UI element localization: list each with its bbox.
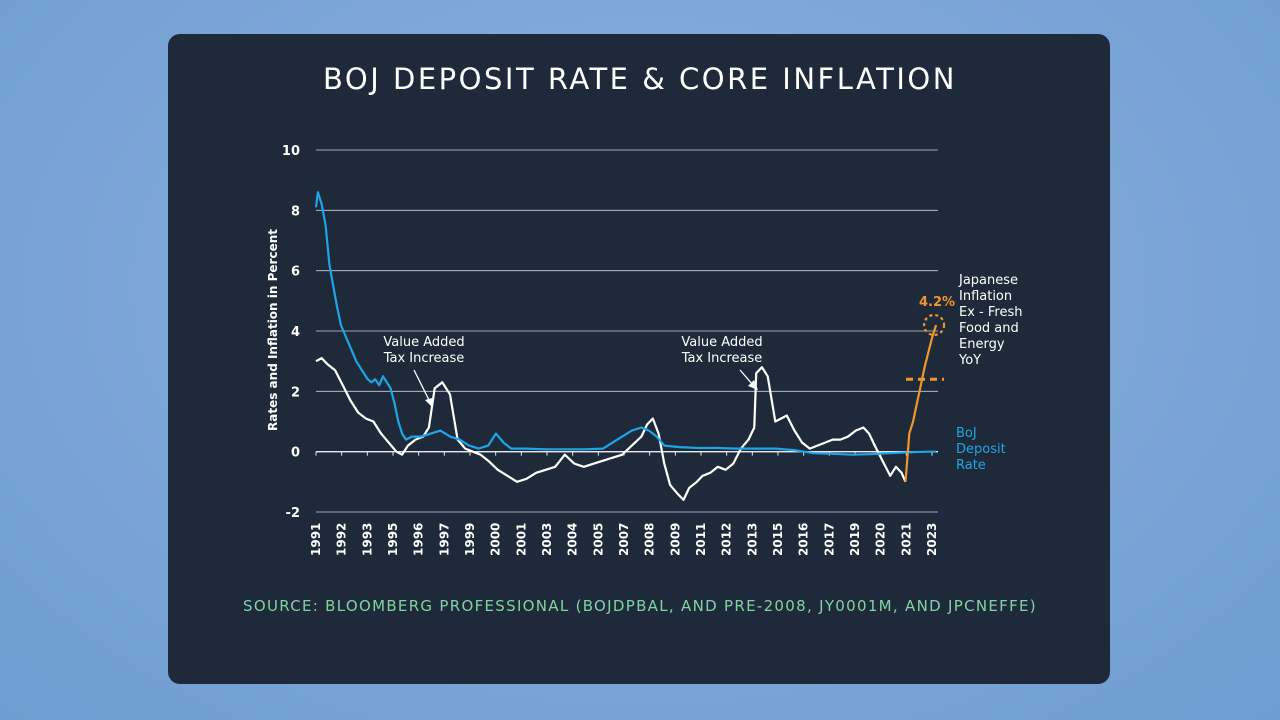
inflation-label-line4: Food and [959,321,1019,336]
y-axis-label: Rates and Inflation in Percent [266,229,280,431]
boj-label-line3: Rate [956,458,986,473]
chart-title: BOJ DEPOSIT RATE & CORE INFLATION [323,62,957,96]
boj-series-label: BoJ Deposit Rate [956,426,1010,473]
x-tick-label: 2012 [720,523,734,556]
vat-annotation-1-line1: Value Added [383,335,464,350]
x-tick-label: 1996 [412,523,426,556]
recent-inflation-line [904,324,938,482]
x-tick-label: 2009 [668,523,682,556]
boj-deposit-rate-line [314,191,937,456]
inflation-series-label: Japanese Inflation Ex - Fresh Food and E… [958,273,1027,368]
boj-label-line2: Deposit [956,442,1006,457]
x-tick-label: 2000 [489,523,503,556]
gridlines [316,149,938,513]
x-tick-label: 2023 [925,523,939,556]
x-tick-label: 1993 [360,523,374,556]
x-tick-label: 2017 [822,523,836,556]
x-tick-label: 2003 [540,523,554,556]
annotation-marks [906,313,946,381]
x-tick-labels: 1991 1992 1993 1995 1996 1997 1999 2000 2001 2003… [309,451,939,556]
y-tick-label: 8 [291,204,300,219]
x-tick-label: 2001 [514,523,528,556]
vat-arrow-2 [739,369,758,390]
peak-value-label: 4.2% [919,295,955,310]
x-tick-label: 2019 [848,523,862,556]
x-tick-label: 2008 [643,523,657,556]
y-tick-label: 6 [291,265,300,280]
y-tick-label: 0 [291,446,300,461]
x-tick-label: 2005 [591,523,605,556]
x-tick-label: 2007 [617,523,631,556]
series-lines [314,191,938,501]
inflation-label-line6: YoY [958,353,981,368]
x-tick-label: 2004 [566,523,580,556]
x-tick-label: 2011 [694,523,708,556]
vat-annotation-2-line2: Tax Increase [681,351,763,366]
x-tick-label: 2016 [797,523,811,556]
x-tick-label: 2015 [771,523,785,556]
vat-annotation-2-line1: Value Added [681,335,762,350]
chart-card [168,34,1110,684]
y-tick-label: 2 [291,385,300,400]
vat-annotation-1-line2: Tax Increase [383,351,465,366]
inflation-label-line5: Energy [959,337,1005,352]
inflation-label-line1: Japanese [958,273,1018,288]
x-tick-label: 2021 [899,523,913,556]
boj-label-line1: BoJ [956,426,977,441]
x-tick-label: 2013 [745,523,759,556]
y-tick-label: -2 [286,506,300,521]
x-tick-label: 1991 [309,523,323,556]
x-tick-label: 1997 [437,523,451,556]
x-tick-label: 1999 [463,523,477,556]
x-tick-label: 2020 [874,523,888,556]
x-tick-label: 1995 [386,523,400,556]
vat-arrow-1 [413,369,433,408]
y-tick-label: 4 [291,325,300,340]
y-tick-labels: 10 8 6 4 2 0 -2 [282,144,300,521]
y-tick-label: 10 [282,144,300,159]
inflation-label-line3: Ex - Fresh [959,305,1022,320]
x-tick-label: 1992 [335,523,349,556]
peak-circle-marker [922,313,946,337]
inflation-line [315,357,907,501]
source-note: SOURCE: BLOOMBERG PROFESSIONAL (BOJDPBAL… [243,597,1037,615]
inflation-label-line2: Inflation [959,289,1012,304]
